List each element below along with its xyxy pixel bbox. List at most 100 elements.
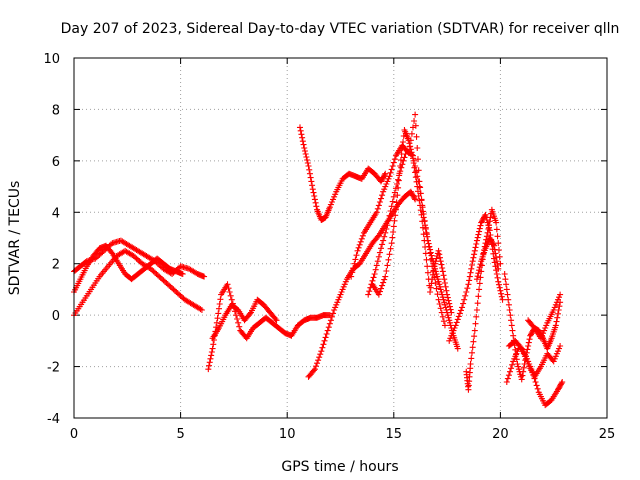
data-point	[400, 157, 407, 164]
data-point	[425, 244, 432, 250]
data-point	[431, 274, 438, 281]
data-point	[157, 274, 164, 281]
data-point	[179, 294, 186, 301]
data-point	[198, 307, 205, 313]
data-point	[152, 269, 159, 276]
data-point	[382, 229, 389, 236]
data-point	[332, 304, 339, 311]
data-point	[414, 156, 421, 163]
data-point	[511, 355, 518, 362]
data-point	[409, 191, 416, 198]
data-point	[384, 222, 391, 229]
data-point	[393, 181, 400, 187]
data-point	[477, 222, 484, 229]
data-point	[372, 266, 379, 273]
data-point	[436, 301, 443, 307]
data-point	[471, 333, 478, 340]
data-point	[309, 186, 316, 193]
data-point	[324, 327, 331, 334]
data-point	[442, 304, 449, 311]
data-point	[439, 313, 446, 320]
data-point	[412, 122, 419, 129]
x-tick-label: 0	[70, 427, 78, 442]
data-point	[557, 343, 564, 349]
data-point	[437, 305, 444, 312]
data-point	[558, 380, 565, 387]
data-point	[430, 268, 437, 275]
data-point	[164, 281, 171, 288]
data-point	[349, 269, 356, 276]
data-point	[383, 268, 390, 274]
series-arc-4	[205, 281, 333, 373]
data-point	[489, 240, 496, 247]
data-point	[371, 271, 378, 277]
data-point	[420, 211, 427, 217]
data-point	[368, 281, 375, 288]
data-point	[554, 386, 561, 393]
data-point	[473, 237, 480, 244]
data-point	[522, 355, 529, 362]
data-point	[508, 317, 515, 324]
data-point	[399, 161, 406, 168]
y-tick-label: 4	[52, 206, 60, 221]
data-point	[327, 317, 334, 324]
data-point	[559, 379, 566, 385]
data-point	[341, 281, 348, 288]
data-point	[520, 350, 527, 357]
data-point	[498, 290, 505, 297]
data-point	[411, 195, 418, 202]
data-point	[518, 376, 525, 383]
data-point	[495, 240, 502, 247]
data-point	[493, 258, 500, 265]
series-arc-3	[71, 242, 186, 295]
data-point	[378, 245, 385, 252]
data-point	[418, 197, 425, 204]
data-point	[444, 294, 451, 301]
data-point	[457, 307, 464, 314]
data-point	[224, 281, 231, 288]
data-point	[381, 276, 388, 283]
data-point	[406, 140, 413, 147]
data-point	[382, 183, 389, 190]
data-point	[505, 296, 512, 303]
data-point	[376, 288, 383, 295]
data-point	[407, 143, 414, 150]
data-point	[169, 285, 176, 292]
data-point	[210, 341, 217, 348]
data-point	[376, 199, 383, 205]
data-point	[399, 145, 406, 151]
data-point	[409, 152, 416, 159]
data-point	[473, 313, 480, 320]
data-point	[351, 260, 358, 267]
data-point	[389, 198, 396, 205]
data-point	[557, 381, 564, 388]
data-point	[556, 345, 563, 352]
data-point	[315, 357, 322, 364]
data-point	[303, 154, 310, 160]
data-point	[527, 331, 534, 338]
data-point	[453, 319, 460, 326]
data-point	[493, 219, 500, 226]
data-point	[331, 307, 338, 313]
data-point	[382, 170, 389, 177]
data-point	[98, 250, 105, 257]
data-point	[214, 315, 221, 322]
data-point	[440, 318, 447, 325]
data-point	[488, 237, 495, 244]
data-point	[472, 320, 479, 327]
data-point	[147, 265, 154, 272]
data-point	[556, 303, 563, 310]
data-point	[534, 385, 541, 392]
data-point	[308, 178, 315, 185]
data-point	[553, 299, 560, 306]
data-point	[550, 307, 557, 313]
data-point	[465, 281, 472, 288]
data-point	[450, 327, 457, 334]
data-point	[384, 262, 391, 269]
data-point	[525, 339, 532, 346]
y-tick-label: 2	[52, 258, 60, 273]
data-point	[448, 332, 455, 339]
data-point	[408, 151, 415, 158]
data-point	[501, 271, 508, 277]
data-point	[359, 232, 366, 239]
